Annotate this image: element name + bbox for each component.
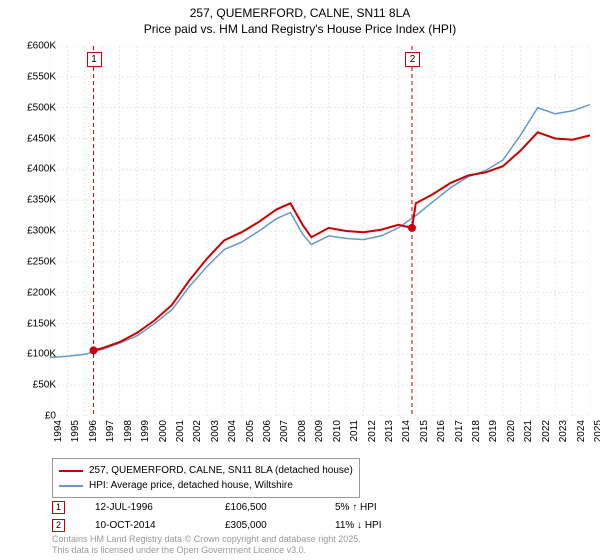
x-tick-label: 2021 [523,420,534,442]
sale-date: 10-OCT-2014 [95,520,195,531]
x-tick-label: 2018 [471,420,482,442]
y-tick-label: £400K [6,164,56,175]
legend-row: HPI: Average price, detached house, Wilt… [59,478,353,493]
x-tick-label: 2002 [192,420,203,442]
sale-date: 12-JUL-1996 [95,502,195,513]
footer-line2: This data is licensed under the Open Gov… [52,545,361,556]
x-tick-label: 2020 [506,420,517,442]
x-tick-label: 1998 [123,420,134,442]
legend-row: 257, QUEMERFORD, CALNE, SN11 8LA (detach… [59,463,353,478]
plot-svg [50,46,590,416]
x-tick-label: 1995 [70,420,81,442]
footer-line1: Contains HM Land Registry data © Crown c… [52,534,361,545]
chart-container: 257, QUEMERFORD, CALNE, SN11 8LA Price p… [0,0,600,560]
sale-price: £305,000 [225,520,305,531]
y-tick-label: £300K [6,226,56,237]
x-tick-label: 2014 [401,420,412,442]
y-tick-label: £550K [6,71,56,82]
sale-rows: 1 12-JUL-1996 £106,500 5% ↑ HPI 2 10-OCT-2014… [52,498,415,534]
x-tick-label: 1997 [105,420,116,442]
legend: 257, QUEMERFORD, CALNE, SN11 8LA (detach… [52,458,360,498]
y-tick-label: £0 [6,411,56,422]
y-tick-label: £100K [6,349,56,360]
x-tick-label: 2001 [175,420,186,442]
y-tick-label: £250K [6,256,56,267]
x-tick-label: 2007 [279,420,290,442]
legend-swatch [59,470,83,472]
x-tick-label: 2015 [419,420,430,442]
sale-marker-key: 1 [52,501,65,514]
sale-price: £106,500 [225,502,305,513]
sale-row: 1 12-JUL-1996 £106,500 5% ↑ HPI [52,498,415,516]
x-tick-label: 2016 [436,420,447,442]
x-tick-label: 1994 [53,420,64,442]
x-tick-label: 2006 [262,420,273,442]
sale-row: 2 10-OCT-2014 £305,000 11% ↓ HPI [52,516,415,534]
legend-swatch [59,485,83,487]
x-tick-label: 1999 [140,420,151,442]
footer: Contains HM Land Registry data © Crown c… [52,534,361,556]
chart-title: 257, QUEMERFORD, CALNE, SN11 8LA Price p… [0,0,600,37]
legend-label: HPI: Average price, detached house, Wilt… [89,478,293,493]
x-tick-label: 2022 [541,420,552,442]
marker-box-2: 2 [405,52,420,67]
x-tick-label: 2009 [314,420,325,442]
x-tick-label: 2017 [454,420,465,442]
y-tick-label: £150K [6,318,56,329]
x-tick-label: 2005 [245,420,256,442]
x-tick-label: 2019 [488,420,499,442]
plot-area [50,46,590,416]
x-tick-label: 2008 [297,420,308,442]
x-tick-label: 2000 [158,420,169,442]
title-line2: Price paid vs. HM Land Registry's House … [0,22,600,38]
x-tick-label: 2004 [227,420,238,442]
x-tick-label: 2003 [210,420,221,442]
x-tick-label: 2024 [576,420,587,442]
x-tick-label: 1996 [88,420,99,442]
y-tick-label: £200K [6,287,56,298]
y-tick-label: £350K [6,195,56,206]
x-tick-label: 2023 [558,420,569,442]
y-tick-label: £500K [6,102,56,113]
sale-diff: 5% ↑ HPI [335,502,415,513]
sale-diff: 11% ↓ HPI [335,520,415,531]
legend-label: 257, QUEMERFORD, CALNE, SN11 8LA (detach… [89,463,353,478]
x-tick-label: 2011 [349,420,360,442]
x-tick-label: 2013 [384,420,395,442]
x-tick-label: 2025 [593,420,600,442]
x-tick-label: 2010 [332,420,343,442]
sale-marker-key: 2 [52,519,65,532]
y-tick-label: £600K [6,41,56,52]
y-tick-label: £450K [6,133,56,144]
x-tick-label: 2012 [367,420,378,442]
title-line1: 257, QUEMERFORD, CALNE, SN11 8LA [0,6,600,22]
y-tick-label: £50K [6,380,56,391]
marker-box-1: 1 [87,52,102,67]
